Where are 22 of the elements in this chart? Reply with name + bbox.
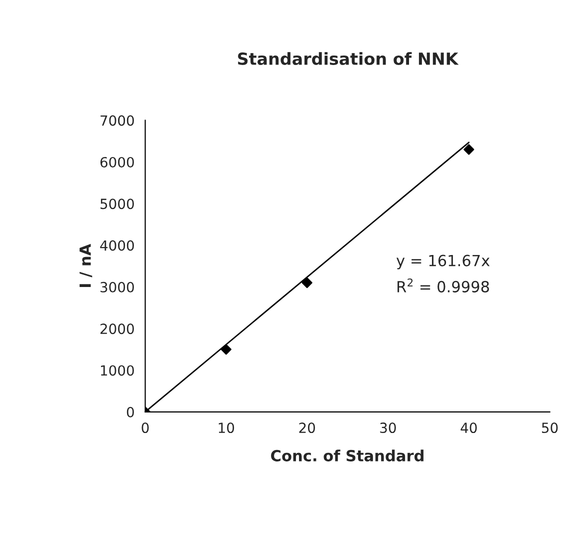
x-tick-label: 50 bbox=[542, 422, 558, 434]
y-tick-label: 5000 bbox=[100, 198, 134, 210]
point bbox=[302, 277, 312, 288]
annotation: y = 161.67x bbox=[396, 254, 490, 270]
chart-title: Standardisation of NNK bbox=[238, 52, 459, 66]
y-tick-label: 7000 bbox=[100, 115, 134, 126]
annotation: R$^{2}$ = 0.9998 bbox=[398, 278, 489, 292]
point bbox=[220, 344, 232, 355]
y-axis-title: I / nA bbox=[80, 244, 92, 288]
x-tick-label: 30 bbox=[380, 422, 396, 434]
x-tick-label: 10 bbox=[218, 422, 234, 434]
y-tick-label: 2000 bbox=[100, 324, 134, 334]
x-tick-label: 40 bbox=[460, 422, 477, 434]
y-tick-label: 0 bbox=[126, 406, 134, 418]
y-tick-label: 1000 bbox=[101, 365, 134, 376]
y-tick-label: 4000 bbox=[100, 240, 134, 251]
y-tick-label: 3000 bbox=[100, 282, 134, 292]
x-tick-label: 20 bbox=[299, 422, 315, 434]
x-tick-label: 0 bbox=[142, 422, 149, 434]
point bbox=[464, 144, 474, 155]
x-axis-title: Conc. of Standard bbox=[271, 450, 424, 462]
y-tick-label: 6000 bbox=[100, 156, 134, 168]
